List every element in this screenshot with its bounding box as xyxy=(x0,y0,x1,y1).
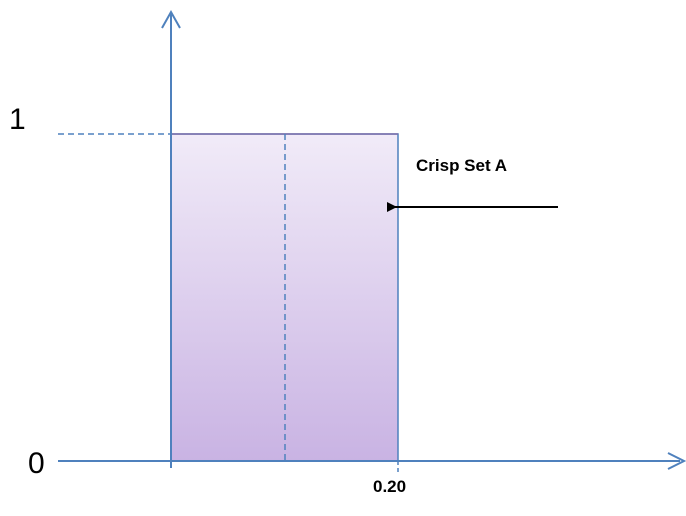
y-axis-arrowhead xyxy=(161,9,181,29)
y-tick-label-zero: 0 xyxy=(28,447,45,480)
y-tick-label-one: 1 xyxy=(9,103,26,136)
crisp-set-label: Crisp Set A xyxy=(416,156,507,175)
x-axis-arrowhead xyxy=(667,452,686,470)
x-tick-label: 0.20 xyxy=(373,477,406,496)
